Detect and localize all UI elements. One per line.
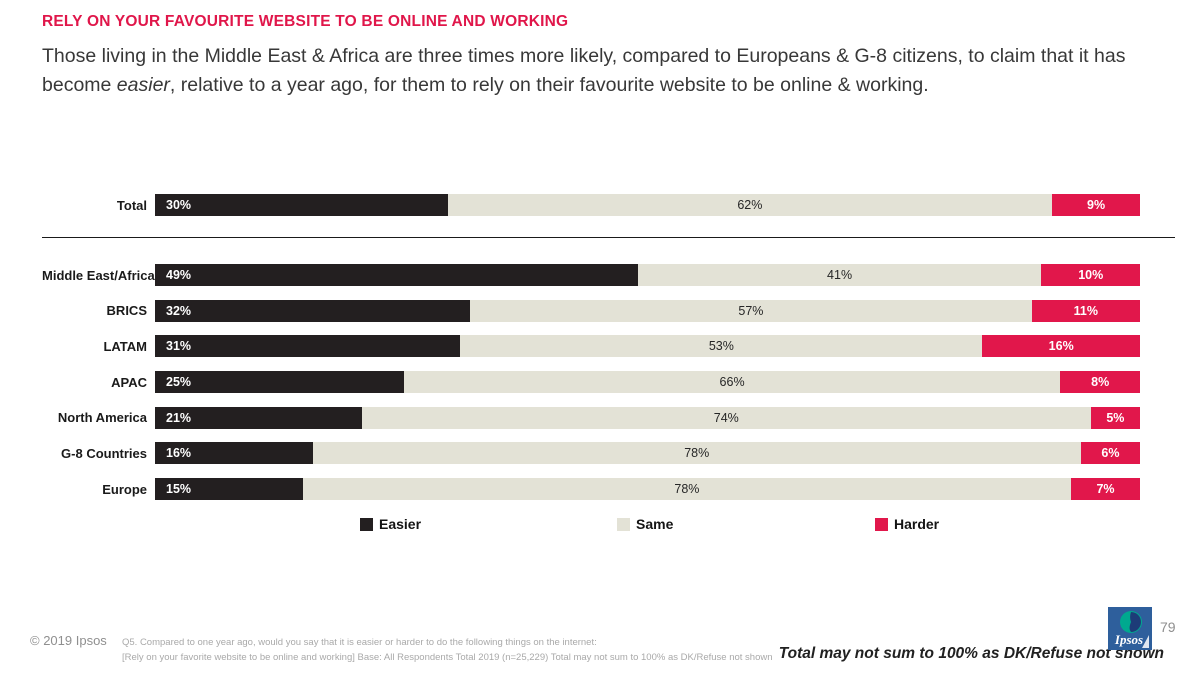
legend-swatch-easier [360, 517, 373, 531]
bar-track: 25% 66% 8% [155, 371, 1140, 394]
segment-same: 78% [302, 478, 1072, 501]
bar-row-apac: APAC 25% 66% 8% [42, 371, 1140, 394]
chart-legend: Easier Same Harder [42, 516, 1140, 534]
legend-item-same: Same [617, 516, 673, 532]
segment-harder: 8% [1060, 371, 1140, 394]
segment-harder: 5% [1090, 406, 1140, 429]
logo-slash [1142, 635, 1149, 648]
dk-refuse-note: Total may not sum to 100% as DK/Refuse n… [778, 645, 1164, 662]
footnote-line-2: [Rely on your favorite website to be onl… [122, 651, 773, 663]
bar-track: 16% 78% 6% [155, 442, 1140, 465]
region-rows-group: Middle East/Africa 49% 41% 10% BRICS 32% 57% 11… [42, 264, 1140, 501]
segment-harder: 10% [1041, 264, 1140, 286]
bar-track: 21% 74% 5% [155, 406, 1140, 429]
total-row-group: Total 30% 62% 9% [42, 194, 1140, 216]
category-label-europe: Europe [102, 481, 147, 497]
bar-track: 32% 57% 11% [155, 299, 1140, 322]
stacked-bar-chart: Total 30% 62% 9% Middle East/Africa 49% 41% 10… [42, 194, 1175, 514]
legend-swatch-same [617, 517, 630, 531]
segment-same: 57% [470, 299, 1032, 322]
category-label-north-america: North America [57, 410, 147, 426]
bar-track: 30% 62% 9% [155, 194, 1140, 216]
footnote-line-1: Q5. Compared to one year ago, would you … [122, 637, 597, 648]
bar-row-north-america: North America 21% 74% 5% [42, 406, 1140, 429]
bar-row-brics: BRICS 32% 57% 11% [42, 299, 1140, 322]
segment-harder: 7% [1071, 478, 1140, 501]
segment-same: 74% [361, 406, 1091, 429]
chart-subtitle: Those living in the Middle East & Africa… [42, 42, 1170, 100]
category-label-brics: BRICS [106, 303, 147, 319]
legend-swatch-harder [875, 517, 888, 531]
page-title: RELY ON YOUR FAVOURITE WEBSITE TO BE ONL… [42, 13, 569, 30]
segment-harder: 11% [1031, 299, 1140, 322]
segment-same: 62% [447, 194, 1053, 216]
bar-row-latam: LATAM 31% 53% 16% [42, 335, 1140, 358]
segment-harder: 6% [1080, 442, 1140, 465]
category-label-total: Total [116, 197, 147, 213]
legend-label-easier: Easier [379, 516, 422, 532]
category-label-middle-east-africa: Middle East/Africa [42, 267, 155, 283]
bar-row-g-8-countries: G-8 Countries 16% 78% 6% [42, 442, 1140, 465]
segment-harder: 16% [982, 335, 1140, 358]
segment-same: 53% [460, 335, 983, 358]
logo-wordmark: Ipsos [1114, 632, 1143, 647]
ipsos-logo: Ipsos [1108, 607, 1152, 650]
bar-track: 15% 78% 7% [155, 478, 1140, 501]
category-label-g-8-countries: G-8 Countries [61, 445, 147, 461]
segment-same: 41% [637, 264, 1042, 286]
segment-easier: 30% [155, 194, 448, 216]
segment-easier: 25% [155, 371, 404, 394]
segment-easier: 15% [155, 478, 303, 501]
segment-easier: 32% [155, 299, 471, 322]
legend-label-harder: Harder [894, 516, 940, 532]
subtitle-text-1: Those living in the Middle East & Africa… [42, 45, 1126, 96]
segment-easier: 31% [155, 335, 461, 358]
legend-item-easier: Easier [360, 516, 421, 532]
segment-easier: 21% [155, 406, 362, 429]
bar-track: 49% 41% 10% [155, 264, 1140, 286]
segment-same: 66% [403, 371, 1061, 394]
bar-row-total: Total 30% 62% 9% [42, 194, 1140, 216]
subtitle-text-2: , relative to a year ago, for them to re… [169, 74, 929, 96]
footnote: Q5. Compared to one year ago, would you … [122, 636, 773, 665]
bar-row-europe: Europe 15% 78% 7% [42, 478, 1140, 501]
segment-same: 78% [312, 442, 1081, 465]
page-number: 79 [1160, 619, 1176, 635]
logo-face-silhouette [1129, 612, 1141, 632]
segment-harder: 9% [1052, 194, 1140, 216]
bar-row-middle-east-africa: Middle East/Africa 49% 41% 10% [42, 264, 1140, 286]
segment-easier: 49% [155, 264, 638, 286]
category-label-apac: APAC [111, 374, 147, 390]
legend-label-same: Same [636, 516, 674, 532]
total-separator-line [42, 237, 1175, 238]
subtitle-italic-word: easier [116, 74, 170, 96]
segment-easier: 16% [155, 442, 313, 465]
category-label-latam: LATAM [103, 338, 147, 354]
copyright-text: © 2019 Ipsos [30, 633, 107, 648]
bar-track: 31% 53% 16% [155, 335, 1140, 358]
legend-item-harder: Harder [875, 516, 939, 532]
